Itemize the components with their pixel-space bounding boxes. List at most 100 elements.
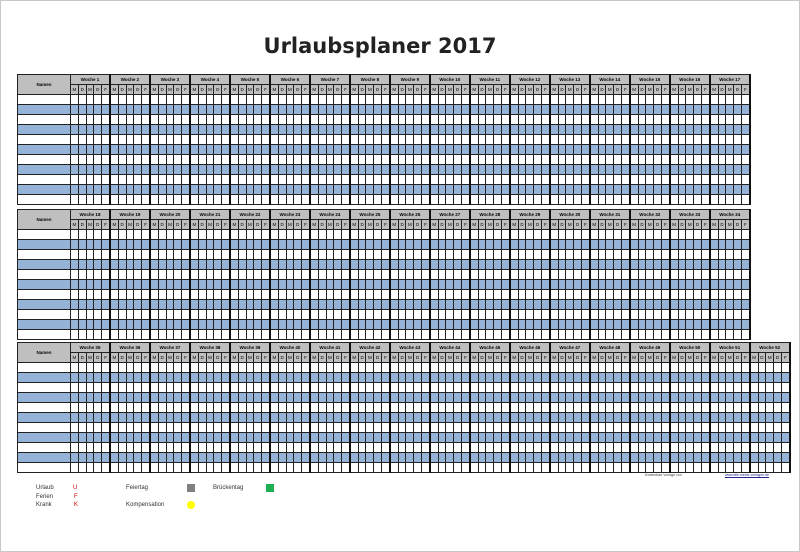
day-cell[interactable] — [237, 94, 247, 105]
day-cell[interactable] — [437, 164, 447, 175]
day-cell[interactable] — [70, 309, 79, 320]
day-cell[interactable] — [620, 194, 631, 205]
day-cell[interactable] — [421, 412, 431, 423]
day-cell[interactable] — [580, 259, 591, 270]
day-cell[interactable] — [381, 402, 391, 413]
day-cell[interactable] — [365, 372, 375, 383]
day-cell[interactable] — [373, 229, 383, 240]
day-cell[interactable] — [549, 174, 559, 185]
day-cell[interactable] — [293, 452, 303, 463]
day-cell[interactable] — [700, 382, 711, 393]
day-cell[interactable] — [269, 382, 279, 393]
day-cell[interactable] — [653, 299, 662, 310]
day-cell[interactable] — [269, 319, 279, 330]
day-cell[interactable] — [277, 229, 287, 240]
day-cell[interactable] — [325, 392, 335, 403]
day-cell[interactable] — [381, 94, 391, 105]
day-cell[interactable] — [469, 289, 479, 300]
day-cell[interactable] — [197, 362, 207, 373]
day-cell[interactable] — [341, 94, 351, 105]
day-cell[interactable] — [189, 114, 199, 125]
day-cell[interactable] — [749, 362, 759, 373]
day-cell[interactable] — [637, 442, 647, 453]
day-cell[interactable] — [405, 329, 415, 340]
day-cell[interactable] — [309, 319, 319, 330]
day-cell[interactable] — [453, 144, 463, 155]
day-cell[interactable] — [309, 422, 319, 433]
day-cell[interactable] — [325, 134, 335, 145]
day-cell[interactable] — [620, 164, 631, 175]
day-cell[interactable] — [293, 432, 303, 443]
day-cell[interactable] — [557, 134, 567, 145]
day-cell[interactable] — [229, 382, 239, 393]
day-cell[interactable] — [333, 144, 343, 155]
day-cell[interactable] — [349, 194, 359, 205]
day-cell[interactable] — [109, 259, 119, 270]
day-cell[interactable] — [77, 184, 87, 195]
day-cell[interactable] — [189, 412, 199, 423]
day-cell[interactable] — [405, 442, 415, 453]
day-cell[interactable] — [373, 259, 383, 270]
day-cell[interactable] — [709, 144, 719, 155]
day-cell[interactable] — [453, 329, 463, 340]
day-cell[interactable] — [620, 412, 631, 423]
day-cell[interactable] — [117, 382, 127, 393]
day-cell[interactable] — [389, 94, 399, 105]
day-cell[interactable] — [549, 259, 559, 270]
day-cell[interactable] — [413, 392, 423, 403]
day-cell[interactable] — [125, 362, 135, 373]
day-cell[interactable] — [205, 452, 215, 463]
day-cell[interactable] — [485, 382, 495, 393]
day-cell[interactable] — [261, 319, 271, 330]
day-cell[interactable] — [397, 104, 407, 115]
day-cell[interactable] — [253, 174, 263, 185]
day-cell[interactable] — [165, 279, 175, 290]
day-cell[interactable] — [613, 299, 622, 310]
day-cell[interactable] — [660, 134, 671, 145]
day-cell[interactable] — [229, 134, 239, 145]
day-cell[interactable] — [373, 134, 383, 145]
day-cell[interactable] — [149, 164, 159, 175]
day-cell[interactable] — [517, 94, 527, 105]
day-cell[interactable] — [540, 114, 551, 125]
day-cell[interactable] — [733, 134, 742, 145]
day-cell[interactable] — [669, 432, 679, 443]
day-cell[interactable] — [341, 289, 351, 300]
day-cell[interactable] — [493, 124, 503, 135]
day-cell[interactable] — [469, 154, 479, 165]
day-cell[interactable] — [421, 194, 431, 205]
day-cell[interactable] — [141, 329, 152, 340]
day-cell[interactable] — [133, 154, 143, 165]
day-cell[interactable] — [229, 442, 239, 453]
day-cell[interactable] — [197, 442, 207, 453]
day-cell[interactable] — [453, 432, 463, 443]
day-cell[interactable] — [397, 299, 407, 310]
day-cell[interactable] — [605, 174, 615, 185]
day-cell[interactable] — [77, 402, 87, 413]
day-cell[interactable] — [685, 124, 695, 135]
day-cell[interactable] — [589, 422, 599, 433]
day-cell[interactable] — [181, 289, 191, 300]
day-cell[interactable] — [613, 154, 622, 165]
day-cell[interactable] — [237, 104, 247, 115]
day-cell[interactable] — [517, 269, 527, 280]
day-cell[interactable] — [205, 124, 215, 135]
day-cell[interactable] — [620, 134, 631, 145]
day-cell[interactable] — [293, 299, 303, 310]
day-cell[interactable] — [517, 114, 527, 125]
day-cell[interactable] — [525, 289, 535, 300]
day-cell[interactable] — [365, 299, 375, 310]
day-cell[interactable] — [733, 229, 742, 240]
day-cell[interactable] — [677, 289, 687, 300]
day-cell[interactable] — [381, 174, 391, 185]
day-cell[interactable] — [269, 104, 279, 115]
day-cell[interactable] — [101, 229, 112, 240]
day-cell[interactable] — [461, 402, 471, 413]
day-cell[interactable] — [229, 422, 239, 433]
day-cell[interactable] — [70, 114, 79, 125]
day-cell[interactable] — [85, 442, 95, 453]
day-cell[interactable] — [221, 442, 231, 453]
day-cell[interactable] — [429, 462, 439, 473]
day-cell[interactable] — [429, 154, 439, 165]
day-cell[interactable] — [333, 249, 343, 260]
